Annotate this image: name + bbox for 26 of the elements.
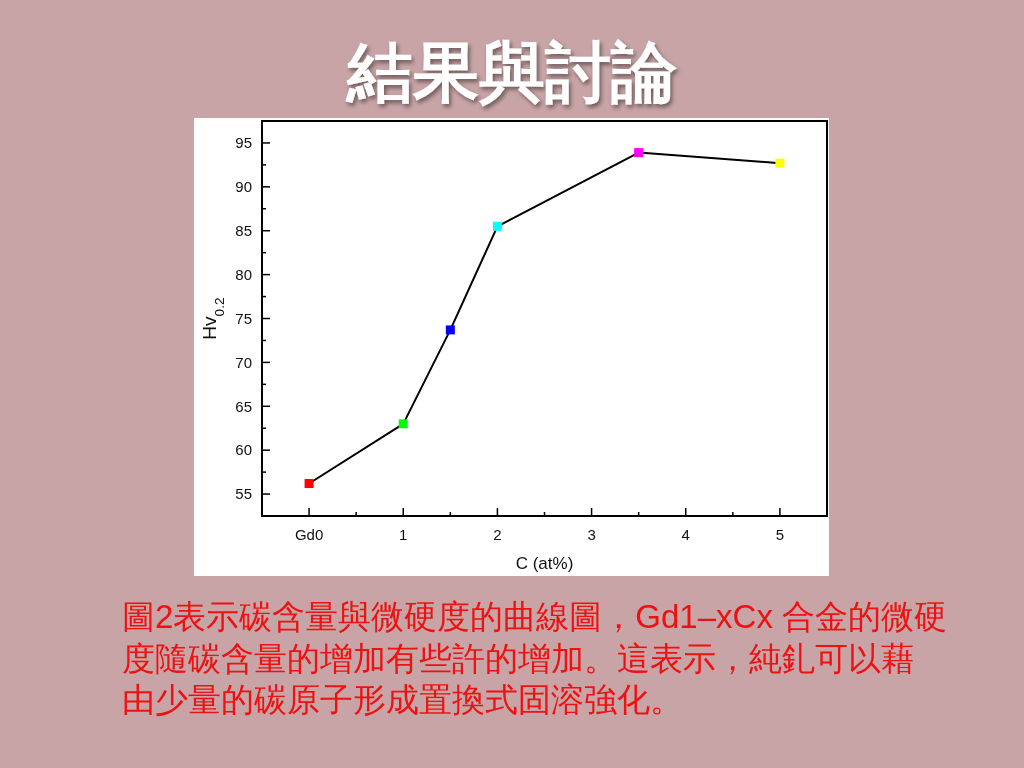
caption: 圖2表示碳含量與微硬度的曲線圖，Gd1–xCx 合金的微硬 xyxy=(122,598,948,635)
y-tick-label: 90 xyxy=(235,178,252,196)
x-tick-label: 1 xyxy=(399,526,408,543)
point xyxy=(634,148,644,158)
point xyxy=(445,325,455,335)
x-tick-label: 3 xyxy=(587,526,596,543)
x-axis-title: C (at%) xyxy=(515,554,574,573)
x-tick-label: 5 xyxy=(775,526,785,543)
point xyxy=(775,158,785,168)
point xyxy=(492,221,502,231)
chart-title: 結果與討論 xyxy=(345,34,678,111)
y-tick-label: 75 xyxy=(235,309,252,327)
y-tick-label: 85 xyxy=(235,221,252,239)
text: 由少量的碳原子形成置換式固溶強化。 xyxy=(122,681,683,718)
point xyxy=(398,419,408,429)
x-tick-label: 2 xyxy=(493,526,502,543)
y-tick-label: 80 xyxy=(235,265,252,283)
x-tick-label: 4 xyxy=(681,526,690,543)
y-tick-label: 65 xyxy=(235,397,252,415)
y-tick-label: 60 xyxy=(235,441,252,459)
y-tick-label: 70 xyxy=(235,353,252,371)
x-tick-label: Gd0 xyxy=(294,526,324,543)
text: 度隨碳含量的增加有些許的增加。這表示，純釓可以藉 xyxy=(122,639,914,677)
y-tick-label: 55 xyxy=(235,485,252,503)
point xyxy=(304,479,314,489)
y-tick-label: 95 xyxy=(235,134,252,152)
